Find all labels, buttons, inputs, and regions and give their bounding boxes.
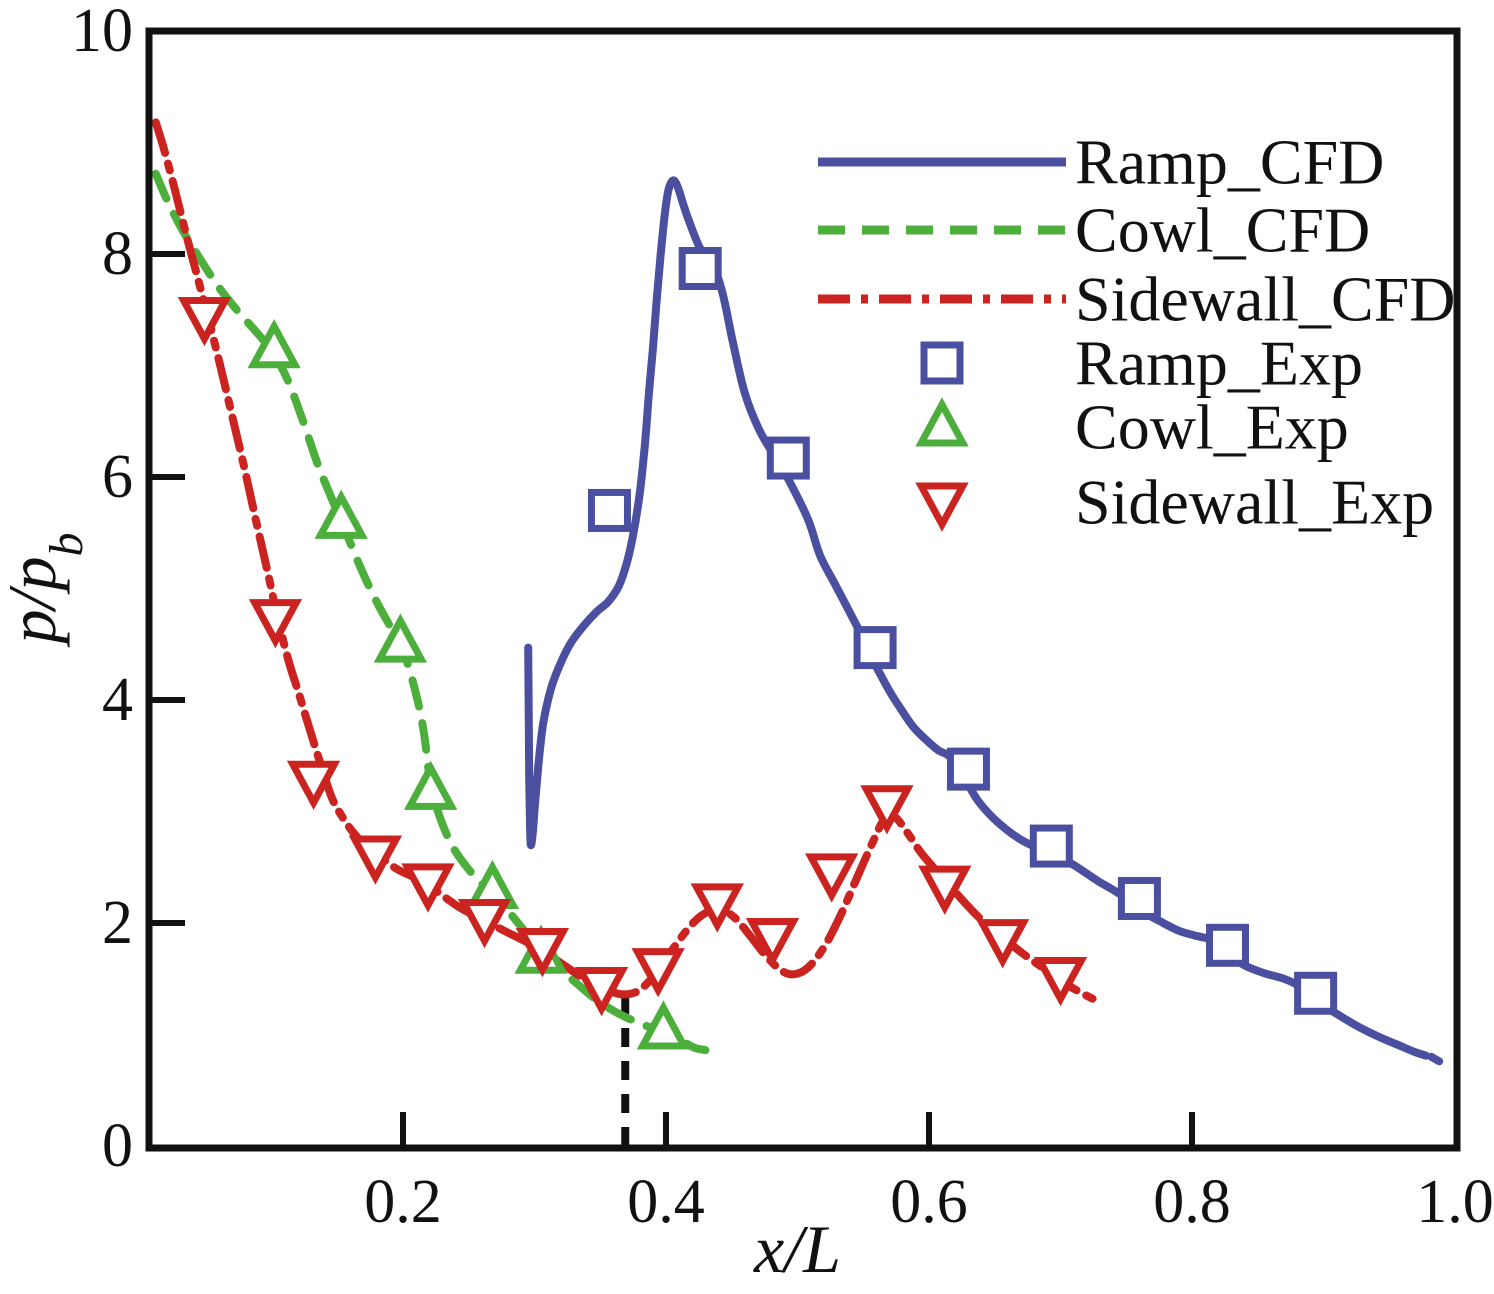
legend-label: Sidewall_CFD (1075, 264, 1455, 335)
square-marker (1294, 971, 1338, 1015)
square-marker (1117, 876, 1161, 920)
cowl-exp-markers (247, 319, 691, 1050)
square-marker (1029, 824, 1073, 868)
y-axis-title: p/pb (0, 533, 93, 648)
triangle-down-marker (805, 853, 859, 903)
x-axis-title: x/L (753, 1211, 841, 1287)
triangle-up-marker (403, 760, 458, 810)
ramp-cfd-tail-curve (1427, 1052, 1444, 1066)
triangle-up-marker (247, 319, 301, 369)
triangle-down-marker (248, 599, 303, 649)
plot-frame (145, 27, 1461, 1152)
y-tick-label: 8 (102, 220, 133, 288)
axis-ticks (152, 251, 1195, 1145)
triangle-down-marker (177, 296, 232, 347)
legend-label: Ramp_CFD (1075, 127, 1384, 198)
cowl-cfd-curve (151, 169, 710, 1055)
triangle-down-marker (348, 835, 403, 885)
triangle-down-marker (574, 967, 629, 1017)
legend-item-sidewall-cfd: Sidewall_CFD (818, 264, 1455, 335)
square-marker (946, 747, 990, 791)
legend-item-sidewall-exp: Sidewall_Exp (915, 467, 1434, 538)
x-tick-label: 0.8 (1153, 1168, 1231, 1236)
triangle-down-marker (1033, 957, 1088, 1007)
square-marker (678, 246, 722, 290)
y-tick-label: 4 (102, 666, 133, 734)
triangle-down-marker (915, 482, 969, 532)
triangle-down-marker (860, 785, 914, 835)
ramp-exp-markers (587, 246, 1338, 1015)
triangle-down-marker (631, 948, 685, 998)
y-tick-label: 2 (102, 889, 133, 957)
legend-label: Ramp_Exp (1075, 328, 1363, 399)
y-tick-label: 6 (102, 443, 133, 511)
y-tick-label: 0 (102, 1112, 133, 1180)
triangle-up-marker (915, 397, 969, 447)
legend-item-ramp-cfd: Ramp_CFD (818, 127, 1384, 198)
square-marker (920, 341, 964, 385)
square-marker (587, 488, 631, 532)
legend-label: Sidewall_Exp (1075, 467, 1434, 538)
square-marker (1206, 923, 1250, 967)
x-tick-label: 0.2 (364, 1168, 442, 1236)
triangle-down-marker (690, 883, 744, 933)
triangle-up-marker (314, 489, 368, 539)
triangle-down-marker (918, 865, 972, 915)
triangle-down-marker (401, 863, 455, 913)
legend-item-cowl-cfd: Cowl_CFD (818, 195, 1370, 266)
legend-label: Cowl_Exp (1075, 392, 1349, 463)
legend-label: Cowl_CFD (1075, 195, 1370, 266)
x-tick-label: 0.4 (627, 1168, 705, 1236)
triangle-down-marker (457, 899, 512, 949)
x-tick-label: 1.0 (1416, 1168, 1494, 1236)
legend-item-cowl-exp: Cowl_Exp (915, 392, 1349, 463)
y-tick-label: 10 (71, 0, 133, 65)
tick-labels: 0.2 0.4 0.6 0.8 1.0 0 2 4 6 8 10 (71, 0, 1494, 1236)
square-marker (766, 436, 810, 480)
sidewall-exp-markers (177, 296, 1088, 1017)
square-marker (853, 626, 897, 670)
triangle-up-marker (636, 1000, 691, 1050)
triangle-up-marker (373, 613, 428, 663)
legend-item-ramp-exp: Ramp_Exp (920, 328, 1363, 399)
triangle-down-marker (745, 917, 800, 968)
triangle-down-marker (975, 919, 1030, 969)
markers (177, 246, 1338, 1050)
x-tick-label: 0.6 (890, 1168, 968, 1236)
legend: Ramp_CFDCowl_CFDSidewall_CFDRamp_ExpCowl… (818, 127, 1455, 538)
triangle-down-marker (286, 760, 341, 811)
triangle-down-marker (515, 928, 570, 978)
